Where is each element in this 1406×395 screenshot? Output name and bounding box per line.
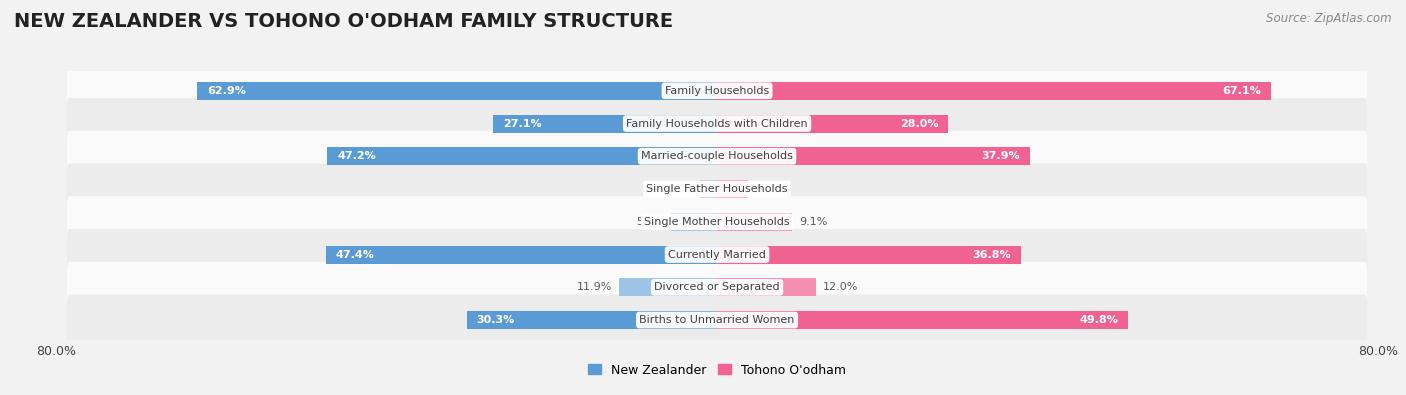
Text: 2.1%: 2.1%: [665, 184, 693, 194]
Text: 9.1%: 9.1%: [799, 217, 827, 227]
Text: Currently Married: Currently Married: [668, 250, 766, 260]
Bar: [326, 246, 717, 263]
Text: 27.1%: 27.1%: [503, 118, 541, 128]
Text: 30.3%: 30.3%: [477, 315, 515, 325]
Text: 36.8%: 36.8%: [973, 250, 1011, 260]
Text: 49.8%: 49.8%: [1080, 315, 1119, 325]
FancyBboxPatch shape: [67, 164, 1367, 214]
Bar: [671, 213, 717, 231]
Bar: [717, 115, 948, 132]
FancyBboxPatch shape: [67, 262, 1367, 313]
FancyBboxPatch shape: [67, 131, 1367, 182]
Text: NEW ZEALANDER VS TOHONO O'ODHAM FAMILY STRUCTURE: NEW ZEALANDER VS TOHONO O'ODHAM FAMILY S…: [14, 12, 673, 31]
Text: 67.1%: 67.1%: [1223, 86, 1261, 96]
Text: Divorced or Separated: Divorced or Separated: [654, 282, 780, 292]
Text: Source: ZipAtlas.com: Source: ZipAtlas.com: [1267, 12, 1392, 25]
Text: 5.6%: 5.6%: [636, 217, 664, 227]
Bar: [717, 147, 1031, 165]
Text: 62.9%: 62.9%: [208, 86, 246, 96]
Bar: [717, 82, 1271, 100]
Text: Family Households with Children: Family Households with Children: [626, 118, 808, 128]
FancyBboxPatch shape: [67, 196, 1367, 247]
Legend: New Zealander, Tohono O'odham: New Zealander, Tohono O'odham: [583, 359, 851, 382]
Text: 47.4%: 47.4%: [336, 250, 374, 260]
Bar: [717, 311, 1129, 329]
Text: 12.0%: 12.0%: [823, 282, 858, 292]
Bar: [717, 180, 748, 198]
Bar: [717, 213, 792, 231]
Text: 3.8%: 3.8%: [755, 184, 783, 194]
Text: Family Households: Family Households: [665, 86, 769, 96]
Text: Single Mother Households: Single Mother Households: [644, 217, 790, 227]
Bar: [619, 278, 717, 296]
Bar: [717, 246, 1021, 263]
Text: Births to Unmarried Women: Births to Unmarried Women: [640, 315, 794, 325]
Text: 37.9%: 37.9%: [981, 151, 1021, 161]
Text: 28.0%: 28.0%: [900, 118, 938, 128]
Bar: [467, 311, 717, 329]
Text: Married-couple Households: Married-couple Households: [641, 151, 793, 161]
Bar: [700, 180, 717, 198]
FancyBboxPatch shape: [67, 229, 1367, 280]
Bar: [328, 147, 717, 165]
FancyBboxPatch shape: [67, 65, 1367, 116]
FancyBboxPatch shape: [67, 98, 1367, 149]
Text: 47.2%: 47.2%: [337, 151, 375, 161]
Bar: [197, 82, 717, 100]
FancyBboxPatch shape: [67, 295, 1367, 346]
Text: 11.9%: 11.9%: [576, 282, 612, 292]
Bar: [494, 115, 717, 132]
Text: Single Father Households: Single Father Households: [647, 184, 787, 194]
Bar: [717, 278, 815, 296]
